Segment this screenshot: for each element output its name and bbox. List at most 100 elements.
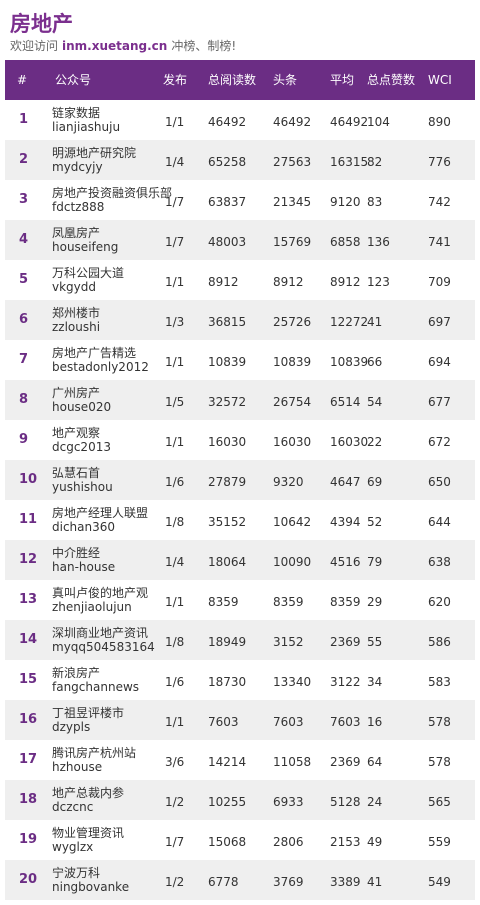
cell: 123 — [367, 275, 390, 289]
cell: 697 — [428, 315, 451, 329]
cell: 1/1 — [165, 715, 185, 729]
cell: 21345 — [273, 195, 312, 209]
account-id: dzypls — [52, 720, 91, 734]
table-row: 6 郑州楼市 zzloushi 1/3 36815 25726 12272 41 697 — [5, 300, 475, 340]
account-id: zhenjiaolujun — [52, 600, 132, 614]
cell: 638 — [428, 555, 451, 569]
cell: 69 — [367, 475, 383, 489]
cell: 2153 — [330, 835, 361, 849]
cell: 9320 — [273, 475, 304, 489]
header-cell: 平均 — [330, 73, 355, 87]
cell: 672 — [428, 435, 451, 449]
cell: 4394 — [330, 515, 361, 529]
account-id: han-house — [52, 560, 116, 574]
rank: 11 — [19, 512, 38, 527]
cell: 1/3 — [165, 315, 185, 329]
cell: 35152 — [208, 515, 247, 529]
cell: 8912 — [208, 275, 239, 289]
cell: 18064 — [208, 555, 247, 569]
cell: 4647 — [330, 475, 361, 489]
cell: 677 — [428, 395, 451, 409]
account-id: mydcyjy — [52, 160, 103, 174]
subtitle-text: 冲榜、制榜! — [171, 39, 237, 53]
rank: 18 — [19, 792, 38, 807]
cell: 46492 — [208, 115, 247, 129]
cell: 54 — [367, 395, 383, 409]
table-row: 5 万科公园大道 vkgydd 1/1 8912 8912 8912 123 709 — [5, 260, 475, 300]
table-row: 13 真叫卢俊的地产观 zhenjiaolujun 1/1 8359 8359 8359 29… — [5, 580, 475, 620]
account-id: dczcnc — [52, 800, 94, 814]
rank: 13 — [19, 592, 38, 607]
cell: 10255 — [208, 795, 247, 809]
cell: 46492 — [330, 115, 369, 129]
cell: 16315 — [330, 155, 369, 169]
table-row: 2 明源地产研究院 mydcyjy 1/4 65258 27563 16315 82 776 — [5, 140, 475, 180]
cell: 1/7 — [165, 235, 185, 249]
account-name: 万科公园大道 — [52, 266, 125, 280]
cell: 8359 — [273, 595, 304, 609]
cell: 63837 — [208, 195, 247, 209]
account-id: house020 — [52, 400, 112, 414]
rank: 4 — [19, 232, 29, 247]
cell: 3769 — [273, 875, 304, 889]
cell: 620 — [428, 595, 451, 609]
account-name: 弘慧石首 — [52, 466, 101, 480]
rank: 12 — [19, 552, 38, 567]
table-row: 17 腾讯房产杭州站 hzhouse 3/6 14214 11058 2369 64 578 — [5, 740, 475, 780]
cell: 549 — [428, 875, 451, 889]
cell: 34 — [367, 675, 383, 689]
cell: 890 — [428, 115, 451, 129]
cell: 709 — [428, 275, 451, 289]
cell: 3152 — [273, 635, 304, 649]
cell: 27563 — [273, 155, 312, 169]
table-row: 8 广州房产 house020 1/5 32572 26754 6514 54 677 — [5, 380, 475, 420]
table-header: # 公众号 发布 总阅读数 头条 平均 总点赞数 WCI — [5, 60, 475, 100]
cell: 2806 — [273, 835, 304, 849]
cell: 565 — [428, 795, 451, 809]
header-cell: 发布 — [163, 73, 188, 87]
account-id: zzloushi — [52, 320, 101, 334]
account-name: 真叫卢俊的地产观 — [52, 586, 149, 600]
cell: 1/6 — [165, 675, 185, 689]
rank: 1 — [19, 112, 29, 127]
cell: 644 — [428, 515, 451, 529]
cell: 1/7 — [165, 835, 185, 849]
cell: 1/8 — [165, 635, 185, 649]
rank: 3 — [19, 192, 29, 207]
cell: 52 — [367, 515, 383, 529]
account-id: myqq504583164 — [52, 640, 155, 654]
account-name: 腾讯房产杭州站 — [52, 746, 137, 760]
rank: 8 — [19, 392, 29, 407]
account-name: 郑州楼市 — [52, 306, 101, 320]
header-cell: # — [17, 73, 28, 87]
table-row: 3 房地产投资融资俱乐部 fdctz888 1/7 63837 21345 9120 83 74… — [5, 180, 475, 220]
cell: 559 — [428, 835, 451, 849]
account-name: 新浪房产 — [52, 666, 101, 680]
cell: 578 — [428, 715, 451, 729]
cell: 82 — [367, 155, 383, 169]
account-id: fangchannews — [52, 680, 140, 694]
account-id: hzhouse — [52, 760, 103, 774]
cell: 4516 — [330, 555, 361, 569]
cell: 64 — [367, 755, 383, 769]
subtitle: 欢迎访问 inm.xuetang.cn 冲榜、制榜! — [10, 37, 236, 54]
cell: 586 — [428, 635, 451, 649]
header-cell: 头条 — [273, 73, 298, 87]
rank: 16 — [19, 712, 38, 727]
cell: 49 — [367, 835, 383, 849]
cell: 6858 — [330, 235, 361, 249]
table-row: 20 宁波万科 ningbovanke 1/2 6778 3769 3389 41 549 — [5, 860, 475, 900]
cell: 7603 — [330, 715, 361, 729]
subtitle-url[interactable]: inm.xuetang.cn — [62, 39, 168, 53]
title: 房地产 — [10, 12, 73, 36]
account-id: ningbovanke — [52, 880, 130, 894]
cell: 7603 — [273, 715, 304, 729]
rank: 2 — [19, 152, 29, 167]
account-name: 房地产广告精选 — [52, 346, 137, 360]
account-name: 房地产投资融资俱乐部 — [52, 186, 173, 200]
table-row: 1 链家数据 lianjiashuju 1/1 46492 46492 46492 104 89… — [5, 100, 475, 140]
cell: 18949 — [208, 635, 247, 649]
cell: 1/1 — [165, 435, 185, 449]
cell: 83 — [367, 195, 383, 209]
